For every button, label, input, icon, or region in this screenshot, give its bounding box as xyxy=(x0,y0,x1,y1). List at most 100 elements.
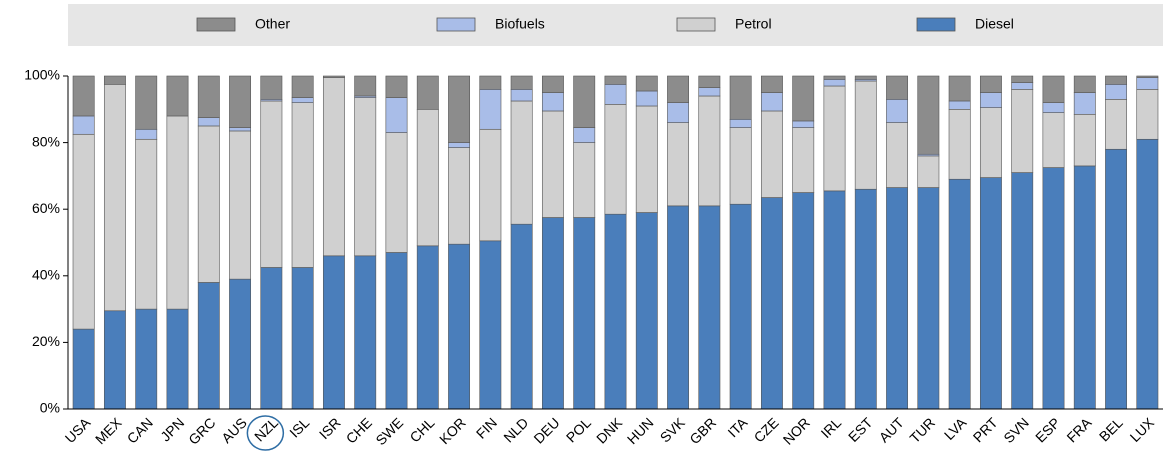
bar-segment xyxy=(291,267,314,410)
bar-segment xyxy=(479,89,502,130)
bar-segment xyxy=(948,75,971,102)
x-tick-label: LVA xyxy=(941,414,970,443)
legend-label: Biofuels xyxy=(495,16,545,32)
bar-segment xyxy=(760,75,783,93)
bar-segment xyxy=(948,109,971,180)
bar-segment xyxy=(573,142,596,218)
bar-segment xyxy=(729,127,752,205)
x-tick-label: CZE xyxy=(751,414,782,445)
bar-segment xyxy=(479,75,502,90)
bar-segment xyxy=(886,99,909,123)
bar-segment xyxy=(385,97,408,133)
legend-swatch xyxy=(196,17,236,32)
bar-segment xyxy=(698,95,721,207)
bar-segment xyxy=(448,147,471,245)
bar-segment xyxy=(448,142,471,148)
bar-segment xyxy=(229,75,252,128)
bar-segment xyxy=(1011,172,1034,410)
bar-segment xyxy=(635,105,658,213)
bar-segment xyxy=(823,190,846,410)
bar-segment xyxy=(635,75,658,92)
bar-segment xyxy=(573,127,596,143)
x-tick-label: BEL xyxy=(1096,414,1126,444)
x-tick-label: FIN xyxy=(473,414,500,441)
x-tick-label: MEX xyxy=(92,414,125,447)
legend-label: Diesel xyxy=(975,16,1014,32)
bar-segment xyxy=(1073,92,1096,115)
bar-segment xyxy=(416,75,439,110)
bar-segment xyxy=(322,75,345,78)
bar-segment xyxy=(979,177,1002,410)
bar-segment xyxy=(729,203,752,410)
bar-segment xyxy=(1073,113,1096,167)
bar-segment xyxy=(229,127,252,132)
bar-segment xyxy=(1042,75,1065,103)
bar-segment xyxy=(541,92,564,112)
x-tick-label: DNK xyxy=(593,414,626,447)
bar-segment xyxy=(698,75,721,88)
x-tick-label: NLD xyxy=(500,414,531,445)
bar-segment xyxy=(510,100,533,225)
bar-segment xyxy=(948,178,971,410)
bar-segment xyxy=(729,75,752,120)
bar-segment xyxy=(1011,75,1034,83)
bar-segment xyxy=(698,87,721,97)
bar-segment xyxy=(667,102,690,123)
bar-segment xyxy=(823,79,846,87)
x-tick-label: PRT xyxy=(970,414,1001,445)
bar-segment xyxy=(103,75,126,85)
x-tick-label: IRL xyxy=(818,414,845,441)
bar-segment xyxy=(197,117,220,127)
bar-segment xyxy=(604,75,627,85)
bar-segment xyxy=(854,80,877,190)
bar-segment xyxy=(1105,148,1128,410)
bar-segment xyxy=(917,155,940,188)
y-tick-label: 0% xyxy=(40,400,60,416)
bar-segment xyxy=(385,252,408,410)
bar-segment xyxy=(229,278,252,410)
bar-segment xyxy=(1042,102,1065,113)
x-tick-label: DEU xyxy=(530,414,562,446)
bar-segment xyxy=(510,223,533,410)
x-tick-label: ITA xyxy=(724,414,750,440)
bar-segment xyxy=(197,282,220,410)
bar-segment xyxy=(291,97,314,103)
x-tick-label: SVK xyxy=(657,414,689,446)
bar-segment xyxy=(886,122,909,188)
bar-segment xyxy=(1011,89,1034,173)
bar-segment xyxy=(635,90,658,107)
bar-segment xyxy=(573,217,596,410)
bar-segment xyxy=(72,75,95,117)
bar-segment xyxy=(1042,167,1065,410)
bar-segment xyxy=(792,192,815,410)
highlight-circle xyxy=(246,415,285,451)
bar-segment xyxy=(1073,75,1096,93)
bar-segment xyxy=(510,89,533,102)
x-tick-label: LUX xyxy=(1127,414,1158,445)
bar-segment xyxy=(416,245,439,410)
legend-box xyxy=(68,4,1163,46)
bar-segment xyxy=(604,213,627,410)
bar-segment xyxy=(667,75,690,103)
bar-segment xyxy=(823,75,846,80)
legend-swatch xyxy=(676,17,716,32)
bar-segment xyxy=(260,100,283,268)
bar-segment xyxy=(792,75,815,122)
bar-segment xyxy=(917,187,940,410)
bar-segment xyxy=(479,240,502,410)
bar-segment xyxy=(229,130,252,280)
bar-segment xyxy=(729,118,752,128)
x-tick-label: ISR xyxy=(316,414,344,442)
x-tick-label: SWE xyxy=(372,414,406,448)
x-tick-label: FRA xyxy=(1063,414,1095,446)
bar-segment xyxy=(197,75,220,118)
y-tick-label: 20% xyxy=(32,333,60,349)
bar-segment xyxy=(792,120,815,128)
bar-segment xyxy=(604,104,627,215)
bar-segment xyxy=(1136,77,1159,90)
bar-segment xyxy=(854,188,877,410)
bar-segment xyxy=(448,243,471,410)
bar-segment xyxy=(854,75,877,80)
